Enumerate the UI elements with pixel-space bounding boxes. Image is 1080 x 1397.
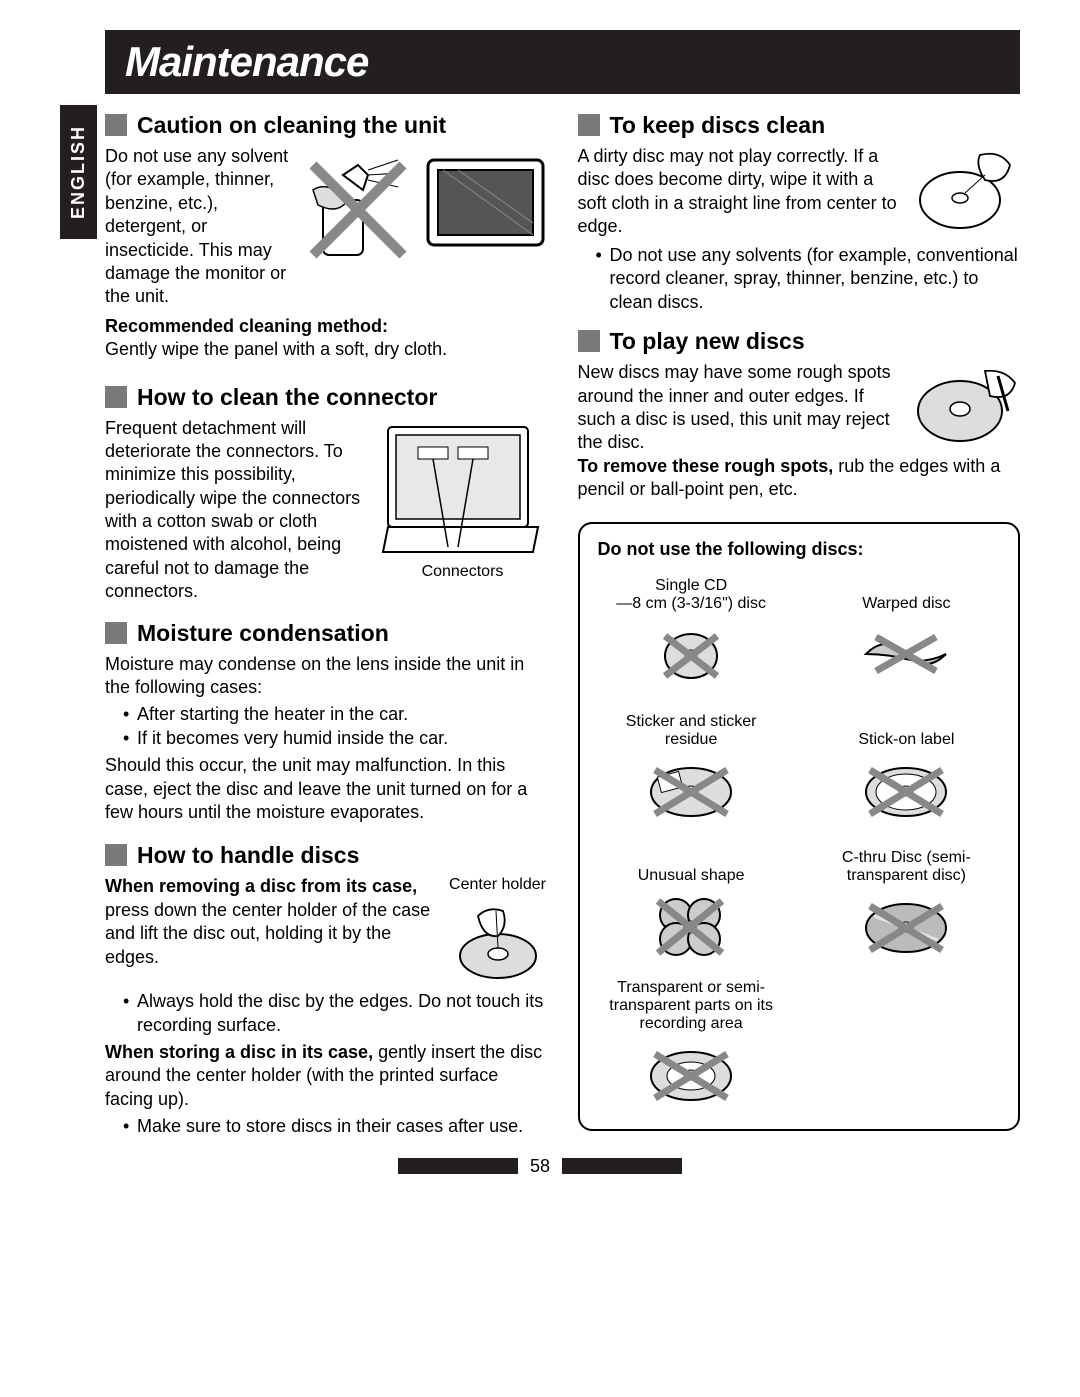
list-item: Do not use any solvents (for example, co…: [596, 244, 1021, 314]
inline-bold: When storing a disc in its case,: [105, 1042, 373, 1062]
language-tab: ENGLISH: [60, 105, 97, 239]
disc-illustration: [598, 1039, 785, 1109]
disc-label: Sticker and sticker residue: [598, 707, 785, 749]
heading-text: How to clean the connector: [137, 384, 437, 411]
keepclean-illustration: [910, 145, 1020, 240]
disc-illustration: [813, 891, 1000, 961]
list-item: If it becomes very humid inside the car.: [123, 727, 548, 750]
disc-cell: C-thru Disc (semi-transparent disc): [813, 843, 1000, 961]
section-heading: Caution on cleaning the unit: [105, 112, 548, 139]
connector-illustration: Connectors: [378, 417, 548, 583]
disc-label: Unusual shape: [598, 843, 785, 885]
square-bullet-icon: [578, 330, 600, 352]
disc-cell: Single CD —8 cm (3-3/16") disc: [598, 571, 785, 689]
disc-illustration: [813, 619, 1000, 689]
square-bullet-icon: [578, 114, 600, 136]
heading-text: Caution on cleaning the unit: [137, 112, 446, 139]
heading-text: To play new discs: [610, 328, 805, 355]
square-bullet-icon: [105, 844, 127, 866]
disc-illustration: [813, 755, 1000, 825]
section-heading: How to handle discs: [105, 842, 548, 869]
subheading: Recommended cleaning method:: [105, 315, 548, 338]
disc-cell: Warped disc: [813, 571, 1000, 689]
disc-cell: Stick-on label: [813, 707, 1000, 825]
page-title: Maintenance: [125, 38, 1000, 86]
illustration-caption: Center holder: [448, 875, 548, 896]
disc-label: Transparent or semi-transparent parts on…: [598, 979, 785, 1033]
inline-bold: When removing a disc from its case,: [105, 876, 417, 896]
footer-bar-left: [398, 1158, 518, 1174]
content-columns: Caution on cleaning the unit: [105, 102, 1020, 1143]
playnew-block: New discs may have some rough spots arou…: [578, 361, 1021, 455]
bullet-list: Make sure to store discs in their cases …: [123, 1115, 548, 1138]
disc-label: C-thru Disc (semi-transparent disc): [813, 843, 1000, 885]
list-item: After starting the heater in the car.: [123, 703, 548, 726]
body-text: Gently wipe the panel with a soft, dry c…: [105, 338, 548, 361]
do-not-use-box: Do not use the following discs: Single C…: [578, 522, 1021, 1131]
square-bullet-icon: [105, 114, 127, 136]
header-bar: Maintenance: [105, 30, 1020, 94]
bullet-list: Do not use any solvents (for example, co…: [596, 244, 1021, 314]
page-number: 58: [530, 1155, 550, 1178]
disc-illustration: [598, 755, 785, 825]
heading-text: Moisture condensation: [137, 620, 389, 647]
handle-block: Center holder When removing a disc from …: [105, 875, 548, 986]
footer-bar-right: [562, 1158, 682, 1174]
page-footer: 58: [60, 1155, 1020, 1178]
page-container: Maintenance ENGLISH Caution on cleaning …: [0, 0, 1080, 1208]
keepclean-block: A dirty disc may not play correctly. If …: [578, 145, 1021, 240]
handle-illustration: Center holder: [448, 875, 548, 986]
illustration-caption: Connectors: [378, 562, 548, 583]
heading-text: How to handle discs: [137, 842, 359, 869]
disc-cell: Unusual shape: [598, 843, 785, 961]
inline-bold: To remove these rough spots,: [578, 456, 834, 476]
disc-grid: Single CD —8 cm (3-3/16") disc Warped dis…: [598, 571, 1001, 1109]
section-heading: How to clean the connector: [105, 384, 548, 411]
disc-label: Single CD —8 cm (3-3/16") disc: [598, 571, 785, 613]
body-text: When storing a disc in its case, gently …: [105, 1041, 548, 1111]
inline-text: press down the center holder of the case…: [105, 900, 430, 967]
list-item: Always hold the disc by the edges. Do no…: [123, 990, 548, 1037]
connector-block: Connectors Frequent detachment will dete…: [105, 417, 548, 604]
caution-illustration: [308, 145, 548, 275]
right-column: To keep discs clean A dirty disc may not…: [578, 102, 1021, 1143]
playnew-illustration: [910, 361, 1020, 451]
heading-text: To keep discs clean: [610, 112, 826, 139]
disc-label: Warped disc: [813, 571, 1000, 613]
list-item: Make sure to store discs in their cases …: [123, 1115, 548, 1138]
section-heading: Moisture condensation: [105, 620, 548, 647]
square-bullet-icon: [105, 386, 127, 408]
caution-block: Do not use any solvent (for example, thi…: [105, 145, 548, 309]
left-column: Caution on cleaning the unit: [105, 102, 548, 1143]
bullet-list: After starting the heater in the car. If…: [123, 703, 548, 750]
section-heading: To keep discs clean: [578, 112, 1021, 139]
body-text: Should this occur, the unit may malfunct…: [105, 754, 548, 824]
square-bullet-icon: [105, 622, 127, 644]
disc-cell: Transparent or semi-transparent parts on…: [598, 979, 785, 1109]
section-heading: To play new discs: [578, 328, 1021, 355]
subheading: Do not use the following discs:: [598, 538, 1001, 561]
disc-label: Stick-on label: [813, 707, 1000, 749]
body-text: Moisture may condense on the lens inside…: [105, 653, 548, 700]
disc-cell: Sticker and sticker residue: [598, 707, 785, 825]
disc-illustration: [598, 619, 785, 689]
disc-illustration: [598, 891, 785, 961]
body-text: To remove these rough spots, rub the edg…: [578, 455, 1021, 502]
bullet-list: Always hold the disc by the edges. Do no…: [123, 990, 548, 1037]
